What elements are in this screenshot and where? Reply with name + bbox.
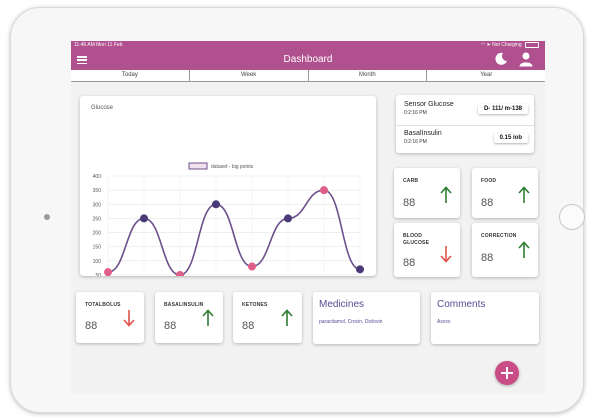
- totalbolus-label: TOTALBOLUS: [85, 302, 121, 308]
- legend-label: dataset - big points: [211, 164, 254, 170]
- basal-insulin-row: BasalInsulin 0:2:16 PM 0.15 iob: [404, 130, 528, 145]
- data-point[interactable]: [320, 186, 328, 195]
- blood-glucose-label: BLOOD GLUCOSE: [403, 233, 430, 246]
- tab-today[interactable]: Today: [71, 70, 190, 81]
- arrow-up-icon: [202, 309, 214, 326]
- app-header: Dashboard: [71, 49, 545, 70]
- y-tick-label: 200: [93, 231, 102, 237]
- ketones-card[interactable]: KETONES 88: [233, 292, 302, 343]
- y-tick-label: 250: [93, 216, 102, 222]
- sensor-glucose-row: Sensor Glucose 0:2:16 PM D- 111/ m-138: [404, 101, 528, 116]
- basal-insulin-value: 0.15 iob: [493, 133, 528, 143]
- user-icon[interactable]: [518, 51, 534, 67]
- glucose-chart-card: Glucose 5010015020025030035040000:0004:0…: [80, 96, 376, 276]
- carb-value: 88: [403, 197, 416, 209]
- arrow-up-icon: [440, 186, 452, 203]
- data-point[interactable]: [212, 200, 220, 209]
- basal-insulin-time: 0:2:16 PM: [404, 139, 427, 145]
- data-point[interactable]: [176, 271, 184, 276]
- plus-icon: [501, 367, 513, 379]
- period-tabs: Today Week Month Year: [71, 70, 545, 82]
- data-point[interactable]: [248, 262, 256, 271]
- y-tick-label: 300: [93, 202, 102, 208]
- camera-dot: [44, 214, 50, 220]
- data-point[interactable]: [140, 214, 148, 223]
- medicines-card[interactable]: Medicines paracitamol, Crocin, Diclovin: [313, 292, 420, 344]
- app-screen: 11:46 AM Mon 11 Feb ◠ ➤ Not Charging Das…: [71, 41, 545, 393]
- blood-glucose-value: 88: [403, 257, 416, 269]
- page-title: Dashboard: [283, 54, 333, 65]
- food-card[interactable]: FOOD 88: [472, 168, 538, 218]
- status-time: 11:46 AM Mon 11 Feb: [74, 42, 123, 48]
- comments-card[interactable]: Comments Asxxx: [431, 292, 539, 344]
- y-tick-label: 150: [93, 245, 102, 251]
- arrow-down-icon: [123, 310, 135, 327]
- chart-title: Glucose: [91, 105, 114, 111]
- basalinsulin-value: 88: [164, 320, 177, 332]
- arrow-down-icon: [440, 246, 452, 263]
- blood-glucose-card[interactable]: BLOOD GLUCOSE 88: [394, 223, 460, 277]
- basalinsulin-label: BASALINSULIN: [164, 302, 204, 308]
- carb-label: CARB: [403, 178, 419, 184]
- wifi-icon: ◠: [480, 42, 486, 48]
- food-label: FOOD: [481, 178, 497, 184]
- tab-week[interactable]: Week: [190, 70, 309, 81]
- sensor-divider: [396, 125, 534, 126]
- comments-text: Asxxx: [437, 319, 451, 325]
- comments-title: Comments: [437, 299, 486, 310]
- basal-insulin-name: BasalInsulin: [404, 130, 442, 137]
- arrow-up-icon: [281, 309, 293, 326]
- sensor-glucose-time: 0:2:16 PM: [404, 110, 427, 116]
- y-tick-label: 350: [93, 188, 102, 194]
- y-tick-label: 100: [93, 259, 102, 265]
- medicines-list: paracitamol, Crocin, Diclovin: [319, 319, 383, 325]
- moon-icon[interactable]: [494, 52, 508, 66]
- arrow-up-icon: [518, 241, 530, 258]
- tablet-frame: 11:46 AM Mon 11 Feb ◠ ➤ Not Charging Das…: [10, 7, 585, 413]
- totalbolus-card[interactable]: TOTALBOLUS 88: [76, 292, 144, 343]
- y-tick-label: 400: [93, 174, 102, 180]
- battery-icon: [525, 41, 539, 48]
- correction-card[interactable]: CORRECTION 88: [472, 223, 538, 277]
- correction-label: CORRECTION: [481, 233, 517, 239]
- data-point[interactable]: [104, 268, 112, 276]
- ketones-label: KETONES: [242, 302, 268, 308]
- add-button[interactable]: [495, 361, 519, 385]
- correction-value: 88: [481, 252, 494, 264]
- carb-card[interactable]: CARB 88: [394, 168, 460, 218]
- charging-status: Not Charging: [492, 42, 522, 48]
- legend-swatch: [188, 162, 208, 170]
- y-tick-label: 50: [95, 273, 101, 276]
- data-point[interactable]: [356, 265, 364, 274]
- basalinsulin-card[interactable]: BASALINSULIN 88: [155, 292, 223, 343]
- sensor-card: Sensor Glucose 0:2:16 PM D- 111/ m-138 B…: [396, 95, 534, 153]
- arrow-up-icon: [518, 186, 530, 203]
- sensor-glucose-name: Sensor Glucose: [404, 101, 454, 108]
- medicines-title: Medicines: [319, 299, 365, 310]
- totalbolus-value: 88: [85, 320, 98, 332]
- menu-icon[interactable]: [77, 56, 87, 65]
- glucose-chart: 5010015020025030035040000:0004:0011:0013…: [93, 162, 364, 276]
- ketones-value: 88: [242, 320, 255, 332]
- status-right: ◠ ➤ Not Charging: [481, 41, 539, 49]
- chart-legend: dataset - big points: [188, 162, 254, 170]
- tab-year[interactable]: Year: [480, 72, 493, 78]
- location-icon: ➤: [486, 42, 491, 48]
- food-value: 88: [481, 197, 494, 209]
- tab-month[interactable]: Month: [309, 70, 428, 81]
- status-bar: 11:46 AM Mon 11 Feb ◠ ➤ Not Charging: [71, 41, 545, 49]
- home-button[interactable]: [559, 204, 585, 230]
- data-point[interactable]: [284, 214, 292, 223]
- sensor-glucose-value: D- 111/ m-138: [477, 104, 528, 114]
